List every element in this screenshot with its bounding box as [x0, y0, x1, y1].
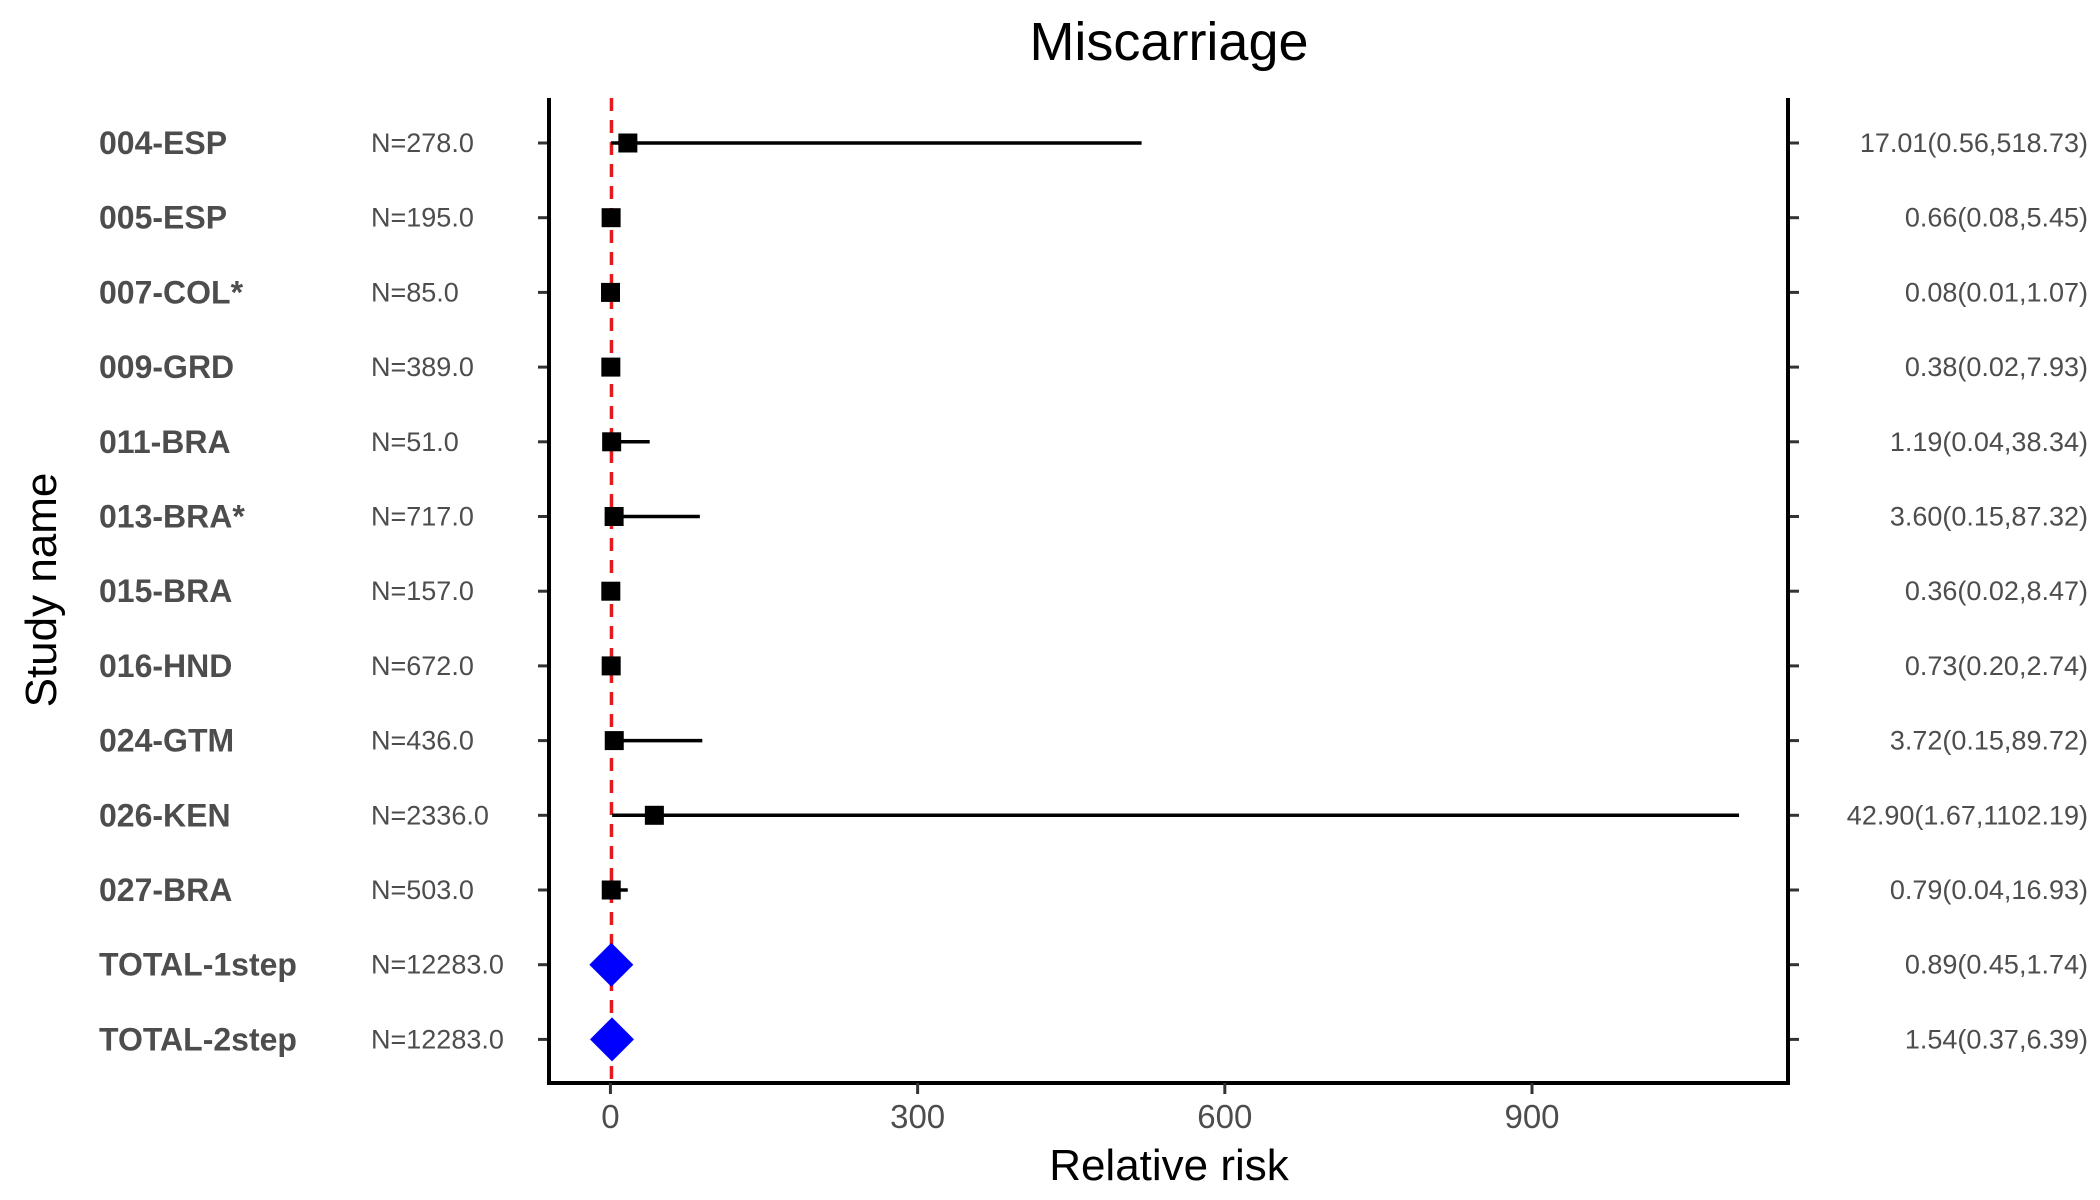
x-tick-label: 900 — [1504, 1098, 1559, 1135]
ci-label: 1.54(0.37,6.39) — [1905, 1024, 2088, 1054]
x-tick-label: 300 — [890, 1098, 945, 1135]
ci-label: 42.90(1.67,1102.19) — [1847, 800, 2088, 830]
ci-label: 0.36(0.02,8.47) — [1905, 576, 2088, 606]
sample-size-label: N=157.0 — [371, 576, 474, 606]
point-estimate — [601, 656, 621, 676]
study-label: 026-KEN — [99, 797, 231, 833]
point-estimate — [601, 357, 621, 377]
sample-size-label: N=195.0 — [371, 203, 474, 233]
ci-label: 0.89(0.45,1.74) — [1905, 950, 2088, 980]
sample-size-label: N=717.0 — [371, 502, 474, 532]
study-label: 004-ESP — [99, 125, 227, 161]
ci-label: 0.66(0.08,5.45) — [1905, 203, 2088, 233]
point-estimate — [601, 282, 621, 302]
pooled-diamond — [589, 942, 634, 987]
study-label: TOTAL-1step — [99, 947, 297, 983]
ci-label: 0.73(0.20,2.74) — [1905, 651, 2088, 681]
sample-size-label: N=503.0 — [371, 875, 474, 905]
x-axis-title: Relative risk — [1049, 1141, 1290, 1190]
ci-label: 3.72(0.15,89.72) — [1890, 726, 2088, 756]
ci-label: 1.19(0.04,38.34) — [1890, 427, 2088, 457]
sample-size-label: N=85.0 — [371, 277, 459, 307]
study-label: 015-BRA — [99, 573, 232, 609]
ci-label: 0.79(0.04,16.93) — [1890, 875, 2088, 905]
sample-size-label: N=672.0 — [371, 651, 474, 681]
x-ticks: 0 300 600 900 — [601, 1083, 1560, 1135]
x-tick-label: 0 — [601, 1098, 619, 1135]
sample-size-label: N=51.0 — [371, 427, 459, 457]
ci-label: 17.01(0.56,518.73) — [1860, 128, 2088, 158]
rows-layer: 004-ESP N=278.0 17.01(0.56,518.73) 005-ESP N… — [99, 125, 2088, 1057]
point-estimate — [618, 133, 638, 153]
study-label: 013-BRA* — [99, 499, 245, 535]
sample-size-label: N=436.0 — [371, 726, 474, 756]
x-tick-label: 600 — [1197, 1098, 1252, 1135]
study-label: 027-BRA — [99, 872, 232, 908]
point-estimate — [602, 432, 622, 452]
study-label: 024-GTM — [99, 723, 234, 759]
study-label: 005-ESP — [99, 200, 227, 236]
study-label: 011-BRA — [99, 424, 231, 460]
study-label: TOTAL-2step — [99, 1021, 297, 1057]
study-label: 016-HND — [99, 648, 232, 684]
ci-label: 0.38(0.02,7.93) — [1905, 352, 2088, 382]
point-estimate — [601, 208, 621, 228]
sample-size-label: N=278.0 — [371, 128, 474, 158]
sample-size-label: N=12283.0 — [371, 950, 504, 980]
study-label: 007-COL* — [99, 274, 244, 310]
point-estimate — [644, 805, 664, 825]
study-label: 009-GRD — [99, 349, 234, 385]
marks-layer — [589, 98, 1740, 1083]
pooled-diamond — [590, 1017, 635, 1062]
chart-title: Miscarriage — [1029, 12, 1308, 72]
y-axis-title: Study name — [17, 473, 66, 708]
point-estimate — [601, 880, 621, 900]
sample-size-label: N=389.0 — [371, 352, 474, 382]
point-estimate — [604, 507, 624, 526]
sample-size-label: N=12283.0 — [371, 1024, 504, 1054]
ci-label: 0.08(0.01,1.07) — [1905, 277, 2088, 307]
ci-label: 3.60(0.15,87.32) — [1890, 502, 2088, 532]
point-estimate — [601, 581, 621, 601]
point-estimate — [604, 731, 624, 751]
sample-size-label: N=2336.0 — [371, 800, 489, 830]
